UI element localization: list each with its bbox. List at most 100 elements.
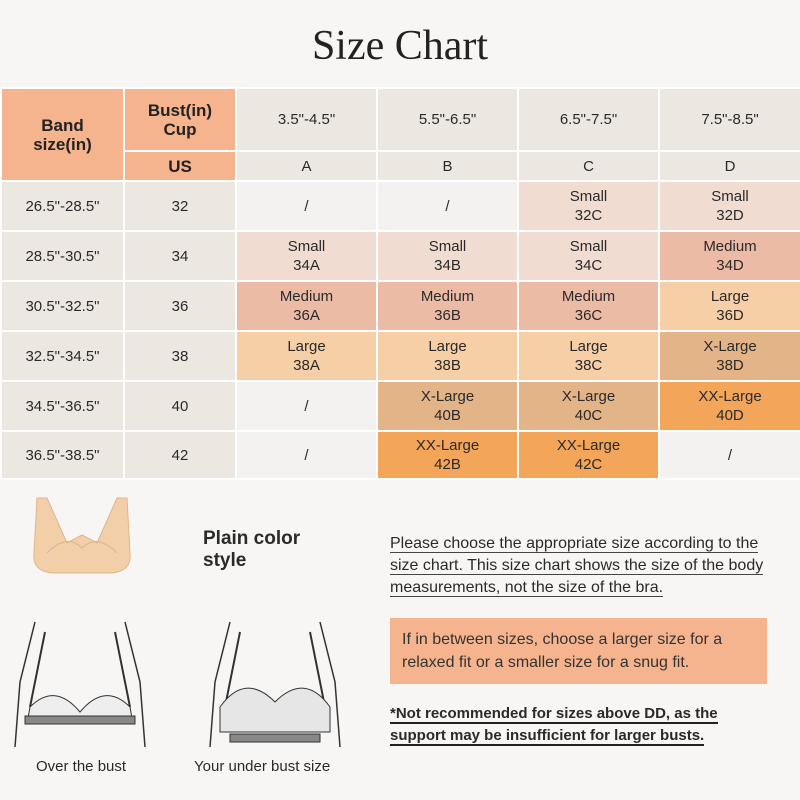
size-name: Small	[428, 238, 467, 255]
size-code: 40D	[716, 407, 744, 424]
over-bust-illustration	[14, 621, 146, 748]
cup-label: B	[376, 150, 519, 182]
band-size: 30.5"-32.5"	[0, 280, 125, 332]
band-size: 26.5"-28.5"	[0, 180, 125, 232]
us-size: 36	[123, 280, 237, 332]
size-cell: /	[235, 380, 378, 432]
size-cell: /	[235, 430, 378, 480]
size-code: 38A	[293, 357, 320, 374]
size-name: XX-Large	[415, 437, 480, 454]
us-size: 42	[123, 430, 237, 480]
size-name: X-Large	[561, 388, 616, 405]
size-cell: Large 38B	[376, 330, 519, 382]
caption-over-bust: Over the bust	[36, 758, 127, 775]
size-cell: XX-Large 40D	[658, 380, 800, 432]
size-code: 38C	[574, 357, 603, 374]
size-cell: Small 34A	[235, 230, 378, 282]
caption-under-bust: Your under bust size	[194, 758, 331, 775]
band-size-header: Band size(in)	[0, 87, 125, 182]
size-note-text: Please choose the appropriate size accor…	[390, 535, 764, 597]
bust-range: 6.5"-7.5"	[517, 87, 660, 152]
size-code: 36D	[716, 307, 744, 324]
size-code: 34C	[574, 257, 603, 274]
size-name: Large	[569, 338, 608, 355]
size-code: 36B	[434, 307, 461, 324]
table-row: 30.5"-32.5" 36 Medium 36A Medium 36B Medium 36C…	[0, 280, 800, 332]
size-cell: Small 34B	[376, 230, 519, 282]
size-cell: Medium 34D	[658, 230, 800, 282]
size-code: 36C	[574, 307, 603, 324]
size-name: Small	[569, 188, 608, 205]
size-code: 34D	[716, 257, 744, 274]
size-cell: X-Large 40B	[376, 380, 519, 432]
us-size: 40	[123, 380, 237, 432]
size-name: Medium	[703, 238, 757, 255]
size-name: Large	[287, 338, 326, 355]
size-cell: /	[658, 430, 800, 480]
size-note: Please choose the appropriate size accor…	[390, 533, 770, 599]
bust-range: 7.5"-8.5"	[658, 87, 800, 152]
size-name: /	[727, 446, 733, 464]
size-cell: XX-Large 42C	[517, 430, 660, 480]
warning-note: *Not recommended for sizes above DD, as …	[390, 703, 770, 747]
bra-product-image	[33, 497, 131, 574]
size-name: Medium	[279, 288, 334, 305]
us-size: 38	[123, 330, 237, 382]
size-code: 34A	[293, 257, 320, 274]
band-size: 34.5"-36.5"	[0, 380, 125, 432]
size-cell: Small 32C	[517, 180, 660, 232]
size-name: X-Large	[420, 388, 475, 405]
size-code: 40C	[574, 407, 603, 424]
fit-tip: If in between sizes, choose a larger siz…	[390, 618, 767, 684]
size-name: Large	[428, 338, 467, 355]
table-row: 34.5"-36.5" 40 / X-Large 40B X-Large 40C XX-Lar…	[0, 380, 800, 432]
bust-range: 5.5"-6.5"	[376, 87, 519, 152]
page-title: Size Chart	[311, 23, 489, 69]
us-size: 34	[123, 230, 237, 282]
size-code: 32D	[716, 207, 744, 224]
size-name: /	[304, 197, 309, 215]
style-label: Plain color style	[203, 528, 301, 571]
size-cell: Small 34C	[517, 230, 660, 282]
size-name: XX-Large	[698, 388, 762, 405]
band-size: 36.5"-38.5"	[0, 430, 125, 480]
size-cell: Large 38A	[235, 330, 378, 382]
size-chart-table: Band size(in) Bust(in) Cup 3.5"-4.5" 5.5…	[0, 87, 800, 480]
table-row: 32.5"-34.5" 38 Large 38A Large 38B Large 38C X-L…	[0, 330, 800, 382]
us-size: 32	[123, 180, 237, 232]
size-name: Medium	[561, 288, 616, 305]
size-name: Large	[710, 288, 750, 305]
table-row: 28.5"-30.5" 34 Small 34A Small 34B Small 34C Med…	[0, 230, 800, 282]
table-row: 26.5"-28.5" 32 / / Small 32C Small 32D	[0, 180, 800, 232]
size-code: 36A	[293, 307, 320, 324]
size-name: Small	[287, 238, 326, 255]
size-name: XX-Large	[556, 437, 621, 454]
size-cell: X-Large 38D	[658, 330, 800, 382]
size-code: 32C	[574, 207, 603, 224]
size-code: 38B	[434, 357, 461, 374]
size-cell: Small 32D	[658, 180, 800, 232]
bust-range: 3.5"-4.5"	[235, 87, 378, 152]
bust-cup-header: Bust(in) Cup	[123, 87, 237, 152]
size-code: 40B	[434, 407, 461, 424]
size-code: 34B	[434, 257, 461, 274]
size-cell: XX-Large 42B	[376, 430, 519, 480]
size-code: 42C	[574, 456, 603, 473]
table-row: 36.5"-38.5" 42 / XX-Large 42B XX-Large 42C /	[0, 430, 800, 480]
size-cell: Medium 36B	[376, 280, 519, 332]
band-size: 32.5"-34.5"	[0, 330, 125, 382]
size-cell: Medium 36C	[517, 280, 660, 332]
cup-label: C	[517, 150, 660, 182]
size-cell: /	[235, 180, 378, 232]
size-name: /	[445, 197, 450, 215]
size-cell: X-Large 40C	[517, 380, 660, 432]
size-code: 38D	[716, 357, 744, 374]
size-cell: Large 38C	[517, 330, 660, 382]
size-name: X-Large	[703, 338, 757, 355]
size-cell: Medium 36A	[235, 280, 378, 332]
us-header: US	[123, 150, 237, 182]
cup-label: A	[235, 150, 378, 182]
size-name: /	[304, 397, 309, 415]
warning-text: *Not recommended for sizes above DD, as …	[390, 705, 718, 746]
size-code: 42B	[434, 456, 461, 473]
